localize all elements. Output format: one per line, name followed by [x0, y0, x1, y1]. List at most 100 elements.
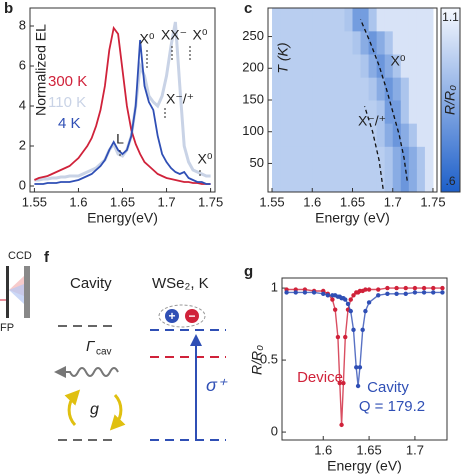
heatmap-cell	[344, 8, 353, 32]
heatmap-cell	[368, 30, 378, 55]
x-tick-label: 1.65	[110, 194, 135, 209]
heatmap-cell	[376, 146, 386, 170]
coupling-arrow	[64, 389, 81, 427]
mirror	[6, 266, 9, 318]
annotation: Q = 179.2	[359, 398, 425, 415]
y-tick-label: 150	[242, 91, 264, 106]
setup: CCD FP	[0, 250, 32, 334]
y-axis-label: Normalized EL	[33, 24, 49, 116]
series-line	[34, 39, 211, 185]
y-tick-label: 200	[242, 60, 264, 75]
decay-arrow	[54, 366, 119, 378]
x-tick-label: 1.55	[22, 194, 47, 209]
heatmap-cell	[304, 146, 313, 170]
heatmap-cell	[376, 77, 386, 101]
heatmap-cell	[416, 30, 426, 55]
heatmap-cell	[376, 169, 386, 193]
heatmap-cell	[336, 146, 345, 170]
y-tick-label: 0	[19, 177, 26, 192]
heatmap-cell	[400, 77, 410, 101]
y-tick-label: 50	[250, 155, 264, 170]
heatmap-cell	[400, 8, 410, 32]
heatmap-cell	[288, 77, 297, 101]
panel-label: f	[44, 249, 50, 266]
heatmap-cell	[296, 169, 305, 193]
heatmap-cell	[312, 54, 321, 78]
heatmap-cell	[304, 77, 313, 101]
heatmap-cell	[416, 123, 426, 147]
heatmap-cell	[360, 54, 370, 78]
plot-frame	[281, 277, 448, 441]
heatmap-cell	[304, 169, 313, 193]
heatmap-cell	[328, 169, 337, 193]
heatmap-cell	[288, 8, 297, 32]
heatmap-cell	[360, 30, 370, 55]
y-tick-label: 1	[271, 280, 278, 295]
heatmap-cell	[280, 100, 289, 124]
heatmap-cell	[312, 8, 321, 32]
diagram-label: g	[90, 401, 99, 418]
colorbar-tick-label: .6	[445, 174, 455, 188]
heatmap-cell	[424, 77, 434, 101]
y-tick-label: 4	[19, 97, 26, 112]
x-tick-label: 1.6	[314, 442, 332, 457]
heatmap-cell	[272, 100, 281, 124]
y-tick-label: 100	[242, 123, 264, 138]
x-tick-label: 1.6	[303, 194, 321, 209]
x-tick-label: 1.65	[340, 194, 365, 209]
heatmap-cell	[288, 54, 297, 78]
exciton	[158, 304, 206, 328]
heatmap-cell	[360, 100, 370, 124]
panel-label: c	[244, 0, 252, 17]
x-tick-label: 1.7	[158, 194, 176, 209]
heatmap-cell	[336, 8, 345, 32]
annotation: X⁰	[198, 151, 213, 167]
x-tick-label: 1.65	[356, 442, 381, 457]
heatmap-cell	[296, 30, 305, 55]
heatmap-cell	[312, 169, 321, 193]
series-line	[286, 291, 443, 387]
diagram-label: cav	[96, 347, 112, 358]
heatmap-cell	[368, 77, 378, 101]
heatmap-cell	[400, 54, 410, 78]
heatmap-cell	[392, 77, 402, 101]
heatmap-cell	[304, 123, 313, 147]
heatmap-cell	[344, 77, 353, 101]
diagram-label: σ⁺	[206, 375, 228, 395]
heatmap-cell	[368, 54, 378, 78]
energy-diagram: Cavity WSe₂, K + − Γ cav g σ⁺	[54, 275, 228, 441]
heatmap-cell	[400, 123, 410, 147]
y-tick-label: 8	[19, 17, 26, 32]
data-point	[284, 290, 289, 295]
heatmap-cell	[392, 54, 402, 78]
heatmap-cell	[344, 123, 353, 147]
colorbar	[440, 7, 461, 193]
heatmap-cell	[376, 123, 386, 147]
series-line	[34, 25, 211, 185]
heatmap-cell	[392, 8, 402, 32]
heatmap-cell	[328, 8, 337, 32]
x-axis-label: Energy(eV)	[87, 210, 158, 226]
heatmap-cell	[336, 123, 345, 147]
guide-line	[363, 106, 384, 189]
beam	[9, 284, 24, 304]
heatmap-cell	[336, 30, 345, 55]
heatmap-cell	[384, 30, 394, 55]
y-tick-label: 0.5	[260, 352, 278, 367]
y-tick-label: 2	[19, 137, 26, 152]
heatmap-cell	[416, 8, 426, 32]
heatmap-cell	[368, 123, 378, 147]
heatmap-cell	[320, 8, 329, 32]
annotation: L	[116, 131, 124, 147]
heatmap-cell	[384, 100, 394, 124]
heatmap-cell	[344, 100, 353, 124]
heatmap-cell	[328, 123, 337, 147]
legend-entry: 300 K	[48, 73, 87, 90]
heatmap-cell	[296, 77, 305, 101]
heatmap-cell	[352, 146, 362, 170]
heatmap-cell	[280, 146, 289, 170]
heatmap-cell	[296, 123, 305, 147]
heatmap-cell	[288, 100, 297, 124]
x-tick-label: 1.55	[259, 194, 284, 209]
heatmap-cell	[352, 8, 362, 32]
